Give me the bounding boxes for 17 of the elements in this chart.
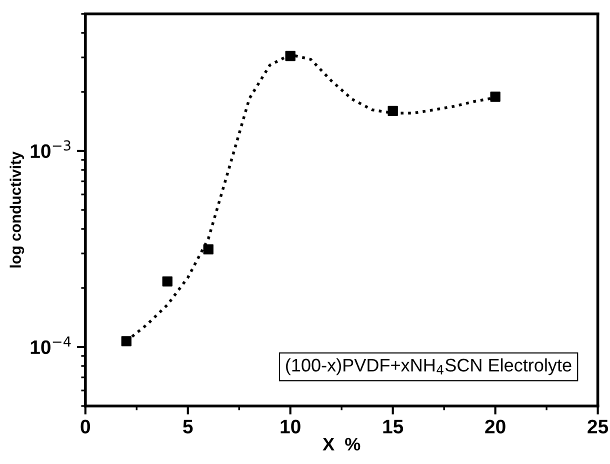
point xyxy=(490,92,500,102)
y-axis-title: log conductivity xyxy=(10,151,24,268)
y-tick-label: 10$^{−3}$ xyxy=(30,140,70,158)
y-tick-label: 10$^{−4}$ xyxy=(30,336,71,354)
x-tick-label: 20 xyxy=(485,420,506,434)
point xyxy=(121,336,132,346)
point xyxy=(285,50,296,62)
point xyxy=(203,244,214,254)
x-tick-label: 25 xyxy=(588,420,608,434)
x-tick-label: 15 xyxy=(383,420,404,434)
x-tick-label: 0 xyxy=(80,420,90,434)
point xyxy=(388,106,398,116)
x-tick-label: 10 xyxy=(280,420,300,434)
x-axis-title: X % xyxy=(322,438,360,451)
point xyxy=(162,276,172,287)
x-tick-label: 5 xyxy=(183,420,193,434)
annotation: (100-x)PVDF+xNH$_{4}$SCN Electrolyte xyxy=(286,358,572,376)
